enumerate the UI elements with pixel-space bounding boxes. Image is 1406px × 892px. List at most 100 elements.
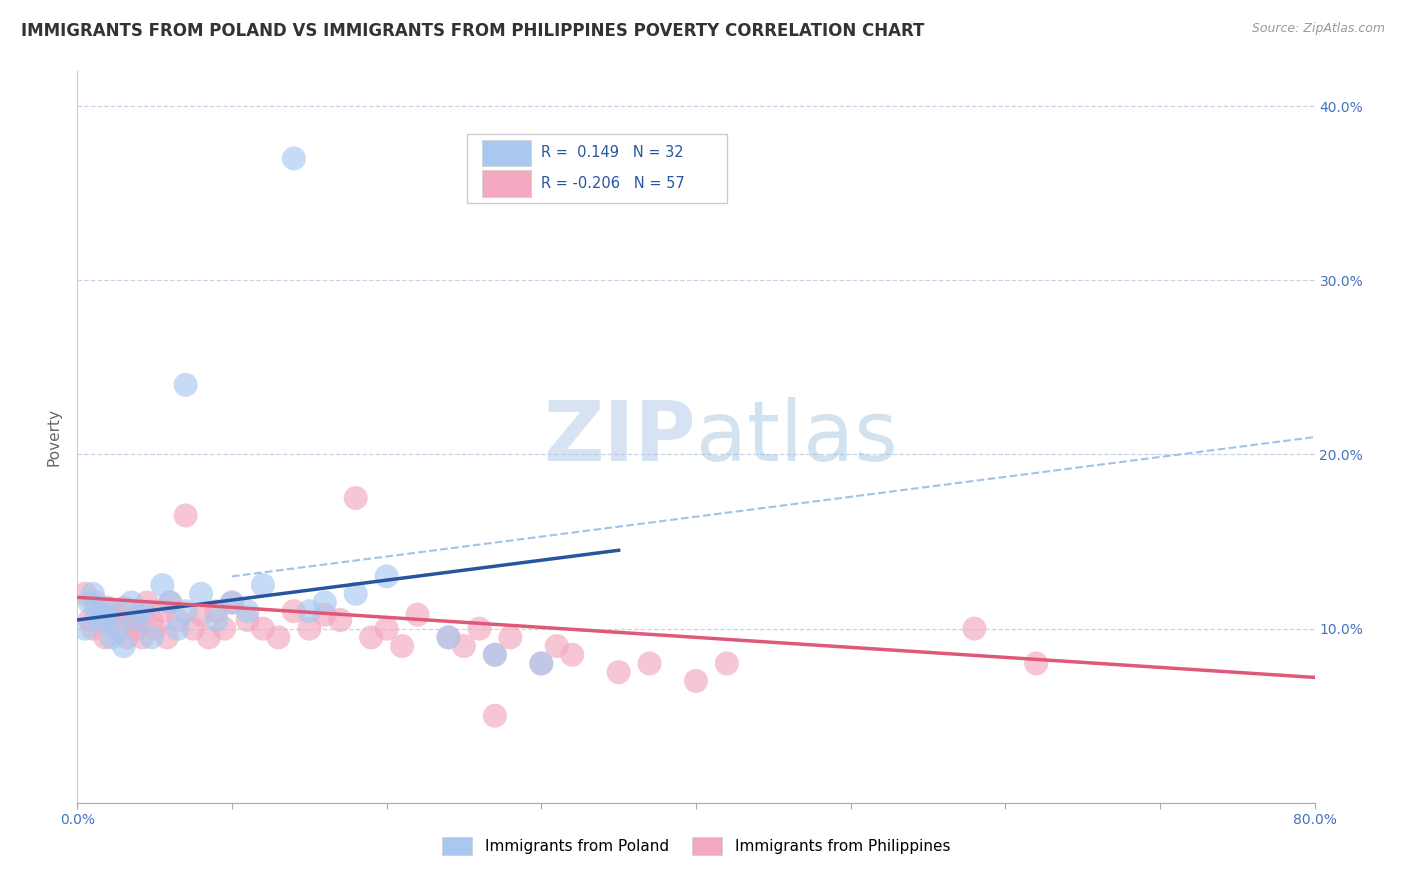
Point bbox=[607, 665, 630, 680]
Point bbox=[174, 604, 197, 618]
Point bbox=[406, 607, 429, 622]
Point bbox=[214, 622, 236, 636]
Point bbox=[90, 613, 111, 627]
Point bbox=[79, 595, 101, 609]
Point bbox=[1025, 657, 1047, 671]
Point bbox=[97, 613, 120, 627]
Legend: Immigrants from Poland, Immigrants from Philippines: Immigrants from Poland, Immigrants from … bbox=[436, 831, 956, 861]
Point bbox=[314, 595, 336, 609]
Point bbox=[267, 631, 290, 645]
Point bbox=[112, 639, 135, 653]
Point bbox=[82, 587, 104, 601]
Point bbox=[252, 578, 274, 592]
Point bbox=[84, 595, 107, 609]
Point bbox=[136, 595, 159, 609]
Point bbox=[174, 508, 197, 523]
Point bbox=[100, 631, 122, 645]
FancyBboxPatch shape bbox=[482, 140, 531, 166]
Point bbox=[100, 604, 122, 618]
Point bbox=[638, 657, 661, 671]
Point bbox=[115, 631, 138, 645]
Point bbox=[167, 622, 190, 636]
Point bbox=[75, 622, 96, 636]
Point bbox=[84, 604, 107, 618]
Point bbox=[167, 613, 190, 627]
Point bbox=[484, 648, 506, 662]
Text: Source: ZipAtlas.com: Source: ZipAtlas.com bbox=[1251, 22, 1385, 36]
Point bbox=[298, 622, 321, 636]
Point bbox=[75, 587, 96, 601]
Point bbox=[159, 595, 181, 609]
Point bbox=[121, 613, 143, 627]
Point bbox=[344, 587, 367, 601]
Point bbox=[141, 613, 163, 627]
Point bbox=[484, 648, 506, 662]
Text: R = -0.206   N = 57: R = -0.206 N = 57 bbox=[541, 176, 685, 191]
Point bbox=[94, 607, 117, 622]
Point bbox=[546, 639, 568, 653]
Point bbox=[453, 639, 475, 653]
FancyBboxPatch shape bbox=[482, 170, 531, 197]
Point bbox=[283, 152, 305, 166]
Point bbox=[141, 631, 163, 645]
Point bbox=[159, 595, 181, 609]
Y-axis label: Poverty: Poverty bbox=[46, 408, 62, 467]
Point bbox=[375, 622, 398, 636]
Point bbox=[530, 657, 553, 671]
Text: ZIP: ZIP bbox=[544, 397, 696, 477]
Point bbox=[174, 377, 197, 392]
Point bbox=[156, 631, 179, 645]
Point bbox=[97, 600, 120, 615]
Point bbox=[329, 613, 352, 627]
Point bbox=[298, 604, 321, 618]
Point bbox=[121, 595, 143, 609]
Point bbox=[79, 613, 101, 627]
Text: R =  0.149   N = 32: R = 0.149 N = 32 bbox=[541, 145, 683, 161]
Point bbox=[152, 578, 174, 592]
Point bbox=[484, 708, 506, 723]
Point bbox=[110, 622, 132, 636]
Point bbox=[205, 613, 228, 627]
Point bbox=[105, 622, 127, 636]
Point bbox=[499, 631, 522, 645]
Point bbox=[437, 631, 460, 645]
FancyBboxPatch shape bbox=[467, 134, 727, 203]
Point bbox=[183, 622, 205, 636]
Point bbox=[112, 600, 135, 615]
Point bbox=[252, 622, 274, 636]
Point bbox=[105, 607, 127, 622]
Text: IMMIGRANTS FROM POLAND VS IMMIGRANTS FROM PHILIPPINES POVERTY CORRELATION CHART: IMMIGRANTS FROM POLAND VS IMMIGRANTS FRO… bbox=[21, 22, 925, 40]
Point bbox=[530, 657, 553, 671]
Point bbox=[716, 657, 738, 671]
Point bbox=[360, 631, 382, 645]
Point bbox=[236, 613, 259, 627]
Point bbox=[375, 569, 398, 583]
Point bbox=[190, 587, 212, 601]
Point bbox=[125, 613, 148, 627]
Point bbox=[82, 622, 104, 636]
Point bbox=[963, 622, 986, 636]
Point bbox=[198, 631, 221, 645]
Point bbox=[344, 491, 367, 505]
Point bbox=[143, 622, 166, 636]
Point bbox=[437, 631, 460, 645]
Point bbox=[90, 604, 111, 618]
Point bbox=[221, 595, 243, 609]
Point bbox=[205, 604, 228, 618]
Point bbox=[131, 631, 153, 645]
Point bbox=[685, 673, 707, 688]
Point bbox=[128, 607, 150, 622]
Point bbox=[283, 604, 305, 618]
Point bbox=[314, 607, 336, 622]
Point bbox=[236, 604, 259, 618]
Point bbox=[125, 622, 148, 636]
Point bbox=[190, 607, 212, 622]
Point bbox=[94, 631, 117, 645]
Point bbox=[131, 604, 153, 618]
Point bbox=[468, 622, 491, 636]
Point bbox=[152, 604, 174, 618]
Point bbox=[561, 648, 583, 662]
Point bbox=[221, 595, 243, 609]
Point bbox=[391, 639, 413, 653]
Text: atlas: atlas bbox=[696, 397, 897, 477]
